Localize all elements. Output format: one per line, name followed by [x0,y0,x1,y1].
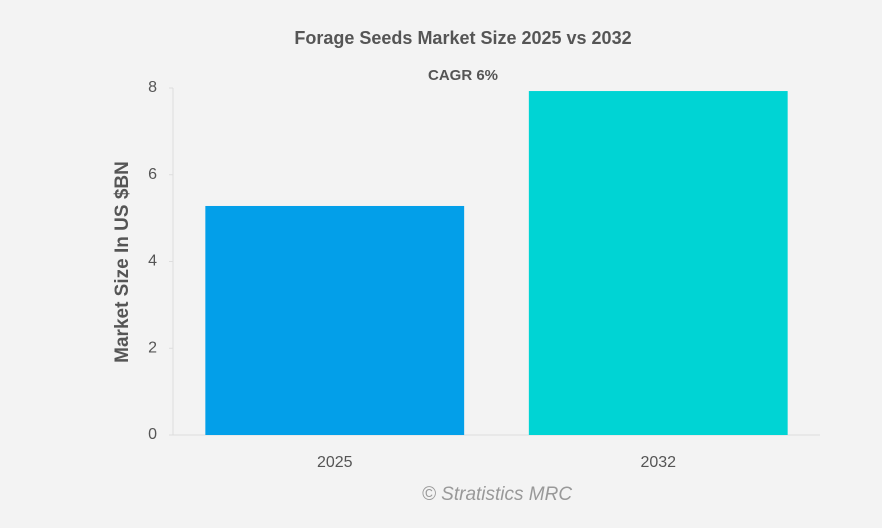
x-tick-label: 2032 [640,454,676,471]
y-tick-label: 8 [148,79,157,96]
y-tick-label: 6 [148,166,157,183]
y-axis-label: Market Size In US $BN [112,161,133,363]
x-tick-label: 2025 [317,454,353,471]
bar [205,205,465,435]
watermark: © Stratistics MRC [422,484,572,505]
y-tick-label: 2 [148,339,157,356]
chart-title: Forage Seeds Market Size 2025 vs 2032 [294,28,631,48]
y-tick-label: 0 [148,426,157,443]
bar [528,91,788,435]
annotation: CAGR 6% [428,67,498,84]
y-tick-label: 4 [148,253,157,270]
